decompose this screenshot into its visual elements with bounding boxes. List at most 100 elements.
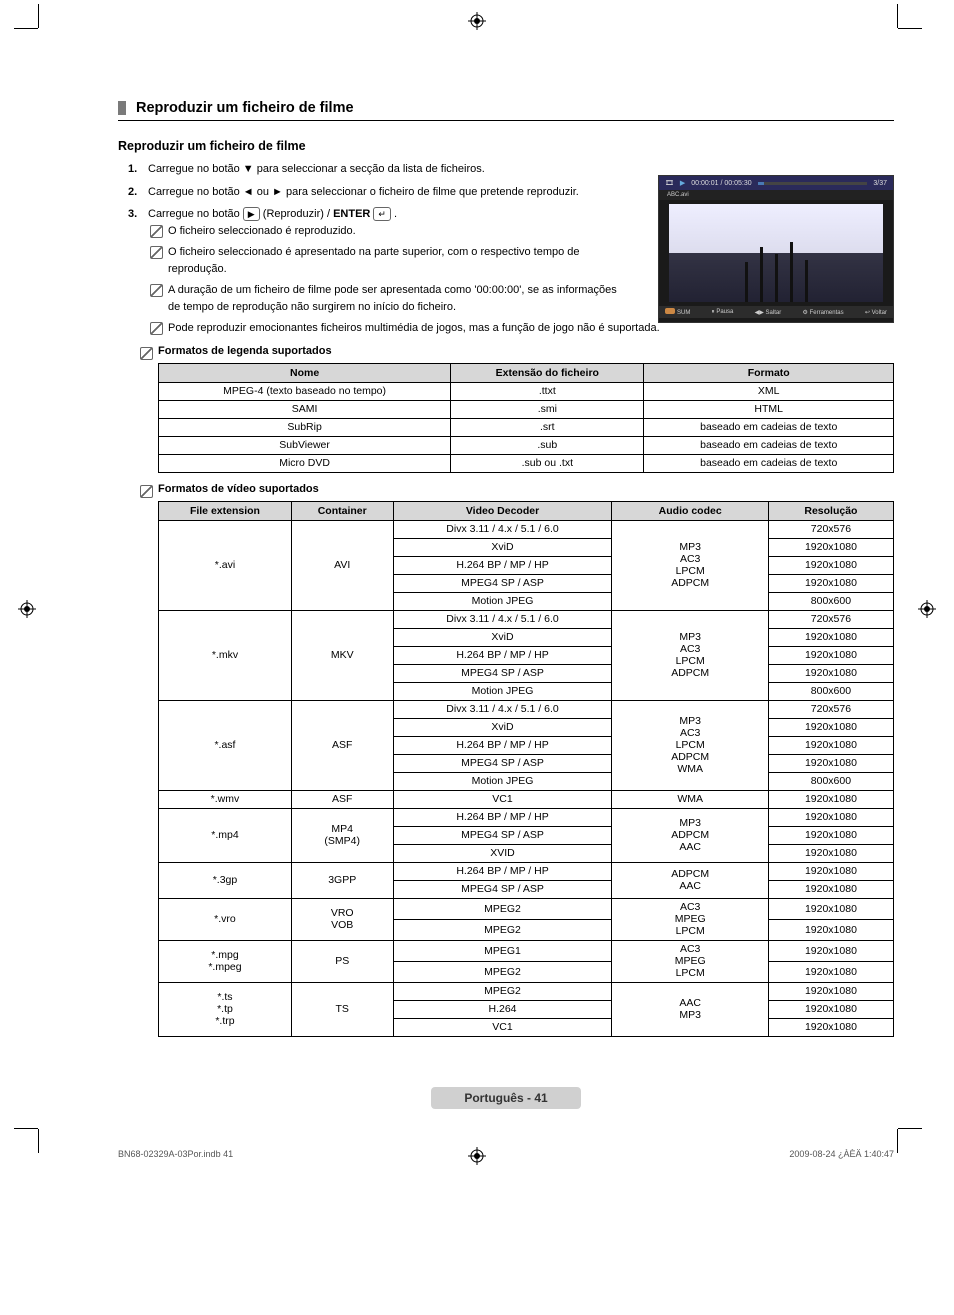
cell-audio: MP3 ADPCM AAC: [612, 808, 768, 862]
enter-icon: ↵: [373, 207, 391, 221]
table-cell: .sub: [451, 436, 644, 454]
registration-mark-right: [918, 600, 936, 618]
preview-thumbnail: [669, 204, 883, 302]
col-formato: Formato: [644, 363, 894, 382]
preview-footer-tools: ⚙ Ferramentas: [803, 309, 844, 316]
cell-decoder: XviD: [393, 718, 612, 736]
cell-decoder: MPEG4 SP / ASP: [393, 754, 612, 772]
section-title-text: Reproduzir um ficheiro de filme: [136, 100, 354, 116]
note-item: O ficheiro seleccionado é reproduzido.: [168, 223, 628, 240]
col-decoder: Video Decoder: [393, 501, 612, 520]
video-table-heading: Formatos de vídeo suportados: [118, 483, 894, 495]
table-row: *.mp4MP4 (SMP4)H.264 BP / MP / HPMP3 ADP…: [159, 808, 894, 826]
cell-audio: AAC MP3: [612, 982, 768, 1036]
preview-filename: ABC.avi: [659, 190, 893, 200]
palm-silhouette: [805, 260, 808, 302]
crop-mark-bl: [38, 1089, 78, 1129]
cell-decoder: MPEG2: [393, 898, 612, 919]
preview-progress: [758, 182, 868, 185]
page-number-badge: Português - 41: [431, 1087, 581, 1109]
cell-resolution: 720x576: [768, 610, 893, 628]
play-button-icon: ▶: [243, 207, 260, 221]
col-res: Resolução: [768, 501, 893, 520]
step-3-mid: (Reproduzir) /: [263, 208, 333, 220]
col-audio: Audio codec: [612, 501, 768, 520]
cell-container: TS: [291, 982, 393, 1036]
subtitle-table-heading: Formatos de legenda suportados: [118, 345, 894, 357]
crop-mark-br: [858, 1089, 898, 1129]
video-formats-table: File extension Container Video Decoder A…: [158, 501, 894, 1037]
subheading: Reproduzir um ficheiro de filme: [118, 139, 628, 153]
palm-silhouette: [790, 242, 793, 302]
cell-decoder: MPEG2: [393, 982, 612, 1000]
cell-resolution: 800x600: [768, 682, 893, 700]
video-preview: 🎞 ▶ 00:00:01 / 00:05:30 3/37 ABC.avi SUM…: [658, 175, 894, 323]
cell-decoder: VC1: [393, 1018, 612, 1036]
table-cell: SubViewer: [159, 436, 451, 454]
cell-decoder: VC1: [393, 790, 612, 808]
cell-decoder: H.264 BP / MP / HP: [393, 808, 612, 826]
cell-decoder: H.264 BP / MP / HP: [393, 736, 612, 754]
cell-decoder: XVID: [393, 844, 612, 862]
cell-resolution: 800x600: [768, 772, 893, 790]
print-meta: BN68-02329A-03Por.indb 41 2009-08-24 ¿ÀÈ…: [118, 1149, 894, 1159]
cell-ext: *.mkv: [159, 610, 292, 700]
preview-header: 🎞 ▶ 00:00:01 / 00:05:30 3/37: [659, 176, 893, 190]
cell-resolution: 1920x1080: [768, 664, 893, 682]
print-meta-right: 2009-08-24 ¿ÀÈÄ 1:40:47: [789, 1149, 894, 1159]
cell-resolution: 1920x1080: [768, 718, 893, 736]
note-item: Pode reproduzir emocionantes ficheiros m…: [168, 320, 868, 337]
cell-resolution: 1920x1080: [768, 736, 893, 754]
table-cell: baseado em cadeias de texto: [644, 418, 894, 436]
cell-decoder: Divx 3.11 / 4.x / 5.1 / 6.0: [393, 520, 612, 538]
print-meta-left: BN68-02329A-03Por.indb 41: [118, 1149, 233, 1159]
cell-ext: *.mpg *.mpeg: [159, 940, 292, 982]
cell-decoder: MPEG2: [393, 961, 612, 982]
cell-decoder: H.264 BP / MP / HP: [393, 862, 612, 880]
cell-decoder: MPEG4 SP / ASP: [393, 826, 612, 844]
play-icon: ▶: [680, 179, 685, 187]
preview-footer-pause: ⏸ Pausa: [712, 309, 734, 316]
table-row: *.mpg *.mpegPSMPEG1AC3 MPEG LPCM1920x108…: [159, 940, 894, 961]
cell-resolution: 1920x1080: [768, 940, 893, 961]
table-row: SubViewer.subbaseado em cadeias de texto: [159, 436, 894, 454]
sum-badge: SUM: [665, 308, 690, 316]
palm-silhouette: [775, 254, 778, 302]
cell-decoder: H.264: [393, 1000, 612, 1018]
note-item: O ficheiro seleccionado é apresentado na…: [168, 244, 628, 277]
preview-footer-skip: ◀▶ Saltar: [755, 309, 782, 316]
cell-decoder: XviD: [393, 628, 612, 646]
palm-silhouette: [745, 262, 748, 302]
cell-resolution: 1920x1080: [768, 826, 893, 844]
registration-mark-top: [468, 12, 486, 30]
cell-resolution: 1920x1080: [768, 1018, 893, 1036]
cell-resolution: 1920x1080: [768, 880, 893, 898]
table-cell: XML: [644, 382, 894, 400]
cell-decoder: MPEG4 SP / ASP: [393, 880, 612, 898]
cell-resolution: 1920x1080: [768, 574, 893, 592]
table-cell: MPEG-4 (texto baseado no tempo): [159, 382, 451, 400]
step-1: Carregue no botão ▼ para seleccionar a s…: [148, 161, 628, 178]
step-3: Carregue no botão ▶ (Reproduzir) / ENTER…: [148, 206, 628, 337]
cell-decoder: MPEG2: [393, 919, 612, 940]
table-row: *.mkvMKVDivx 3.11 / 4.x / 5.1 / 6.0MP3 A…: [159, 610, 894, 628]
table-cell: .srt: [451, 418, 644, 436]
cell-ext: *.asf: [159, 700, 292, 790]
subtitle-formats-table: Nome Extensão do ficheiro Formato MPEG-4…: [158, 363, 894, 473]
cell-ext: *.3gp: [159, 862, 292, 898]
cell-decoder: Motion JPEG: [393, 772, 612, 790]
cell-container: 3GPP: [291, 862, 393, 898]
cell-ext: *.avi: [159, 520, 292, 610]
step-3-pre: Carregue no botão: [148, 208, 243, 220]
enter-label: ENTER: [333, 208, 370, 220]
cell-ext: *.wmv: [159, 790, 292, 808]
cell-decoder: MPEG4 SP / ASP: [393, 574, 612, 592]
cell-resolution: 1920x1080: [768, 982, 893, 1000]
table-cell: .smi: [451, 400, 644, 418]
col-ext: Extensão do ficheiro: [451, 363, 644, 382]
cell-decoder: MPEG4 SP / ASP: [393, 664, 612, 682]
section-title: Reproduzir um ficheiro de filme: [118, 100, 894, 121]
cell-resolution: 1920x1080: [768, 862, 893, 880]
cell-decoder: Motion JPEG: [393, 592, 612, 610]
cell-decoder: XviD: [393, 538, 612, 556]
